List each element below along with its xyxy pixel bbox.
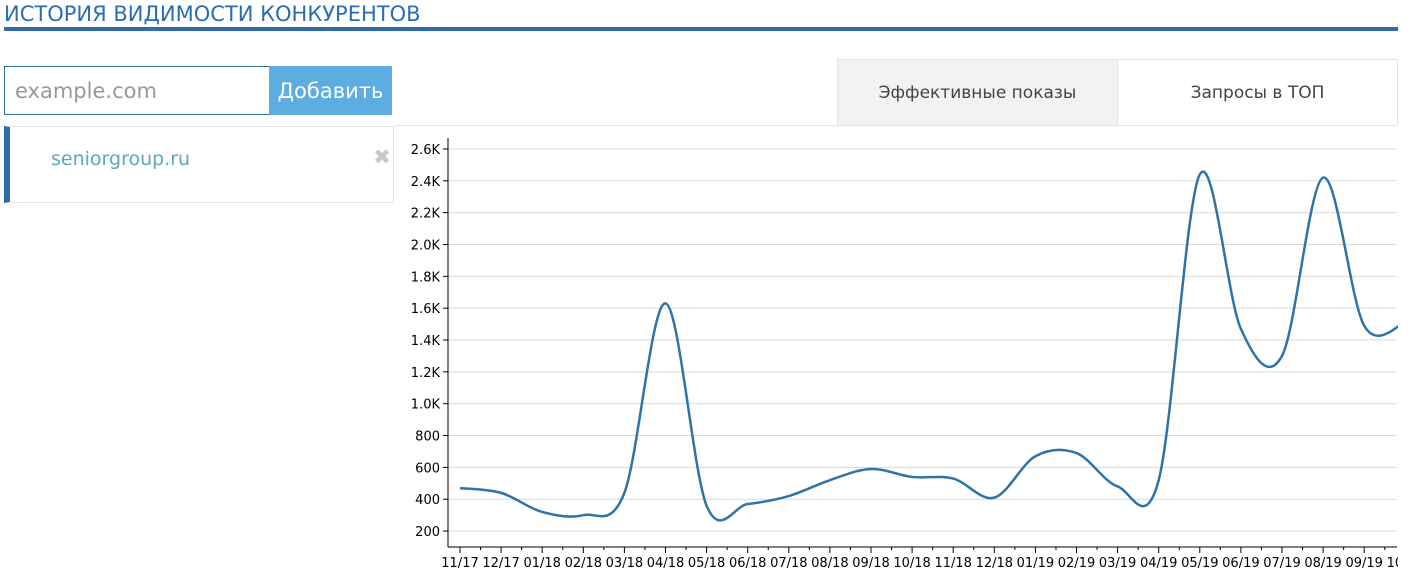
y-tick-label: 2.6K	[411, 143, 441, 158]
x-tick-label: 05/19	[1181, 556, 1218, 571]
competitor-domain[interactable]: seniorgroup.ru	[51, 148, 191, 170]
x-tick-label: 11/17	[441, 556, 478, 571]
y-tick-label: 1.0K	[411, 398, 441, 413]
x-tick-label: 10/19	[1387, 556, 1398, 571]
x-tick-label: 10/18	[893, 556, 930, 571]
y-tick-label: 1.2K	[411, 366, 441, 381]
y-tick-label: 1.8K	[411, 270, 441, 285]
x-tick-label: 12/17	[482, 556, 519, 571]
x-tick-label: 12/18	[976, 556, 1013, 571]
y-tick-label: 2.0K	[411, 238, 441, 253]
y-tick-label: 200	[415, 525, 440, 540]
y-tick-label: 600	[415, 461, 440, 476]
x-tick-label: 04/19	[1140, 556, 1177, 571]
y-tick-label: 400	[415, 493, 440, 508]
page-title: ИСТОРИЯ ВИДИМОСТИ КОНКУРЕНТОВ	[4, 2, 421, 26]
x-tick-label: 09/19	[1345, 556, 1382, 571]
x-tick-label: 08/19	[1304, 556, 1341, 571]
x-tick-label: 05/18	[688, 556, 725, 571]
x-tick-label: 03/19	[1099, 556, 1136, 571]
x-tick-label: 07/18	[770, 556, 807, 571]
x-tick-label: 02/18	[565, 556, 602, 571]
x-tick-label: 03/18	[606, 556, 643, 571]
x-tick-label: 06/19	[1222, 556, 1259, 571]
x-tick-label: 01/19	[1017, 556, 1054, 571]
metric-tabs: Эффективные показы Запросы в ТОП	[837, 59, 1398, 126]
y-tick-label: 1.6K	[411, 302, 441, 317]
competitor-list-item[interactable]: seniorgroup.ru ✖	[4, 126, 394, 203]
domain-input[interactable]	[4, 66, 269, 115]
x-tick-label: 08/18	[811, 556, 848, 571]
close-icon[interactable]: ✖	[373, 145, 391, 169]
x-tick-label: 02/19	[1058, 556, 1095, 571]
y-tick-label: 1.4K	[411, 334, 441, 349]
x-tick-label: 07/19	[1263, 556, 1300, 571]
y-tick-label: 2.2K	[411, 207, 441, 222]
tab-effective-impressions[interactable]: Эффективные показы	[838, 60, 1118, 125]
tab-top-queries[interactable]: Запросы в ТОП	[1190, 82, 1325, 103]
x-tick-label: 06/18	[729, 556, 766, 571]
x-tick-label: 04/18	[647, 556, 684, 571]
chart-panel: 200 400 600 800 1.0K 1.2K 1.4K 1.6K 1.8K 2.0K 2.2K…	[394, 125, 1398, 578]
series-line-0	[459, 170, 1398, 522]
add-button[interactable]: Добавить	[269, 66, 392, 115]
title-divider	[4, 27, 1398, 31]
y-tick-label: 800	[415, 430, 440, 445]
x-tick-label: 01/18	[523, 556, 560, 571]
x-tick-label: 11/18	[934, 556, 971, 571]
visibility-line-chart: 200 400 600 800 1.0K 1.2K 1.4K 1.6K 1.8K 2.0K 2.2K…	[411, 138, 1398, 571]
x-tick-label: 09/18	[852, 556, 889, 571]
y-tick-label: 2.4K	[411, 175, 441, 190]
